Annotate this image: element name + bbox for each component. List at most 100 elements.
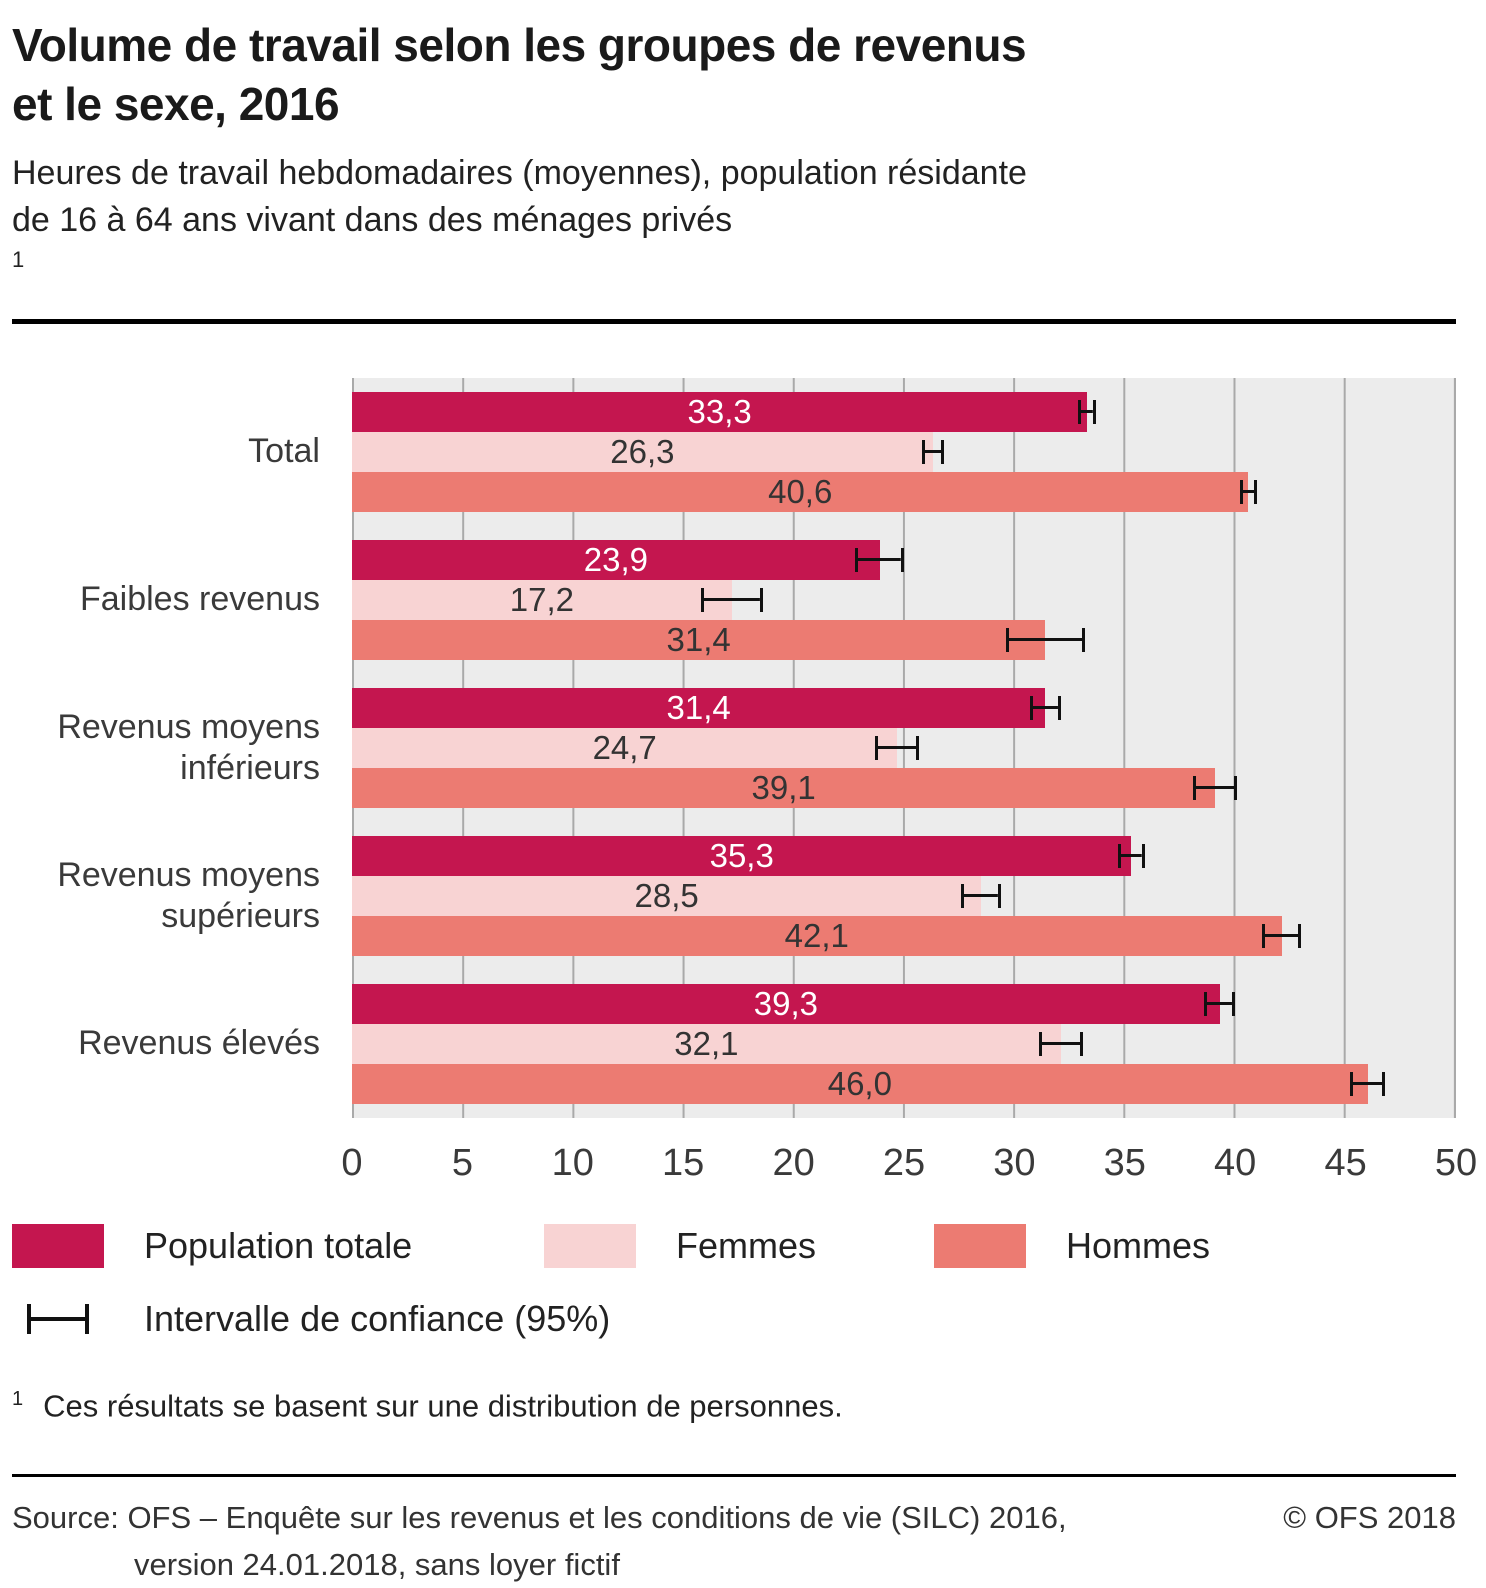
hommes-swatch-icon: [934, 1223, 1026, 1268]
bar-hommes: 31,4: [352, 619, 1046, 660]
bar-population-totale: 23,9: [352, 539, 880, 580]
bar-row: 42,1: [352, 915, 1456, 956]
legend-label-confidence-interval: Intervalle de confiance (95%): [144, 1297, 611, 1339]
error-bar: [1005, 627, 1086, 652]
bar-row: 39,3: [352, 983, 1456, 1024]
bar-row: 28,5: [352, 875, 1456, 916]
x-axis-tick: 15: [662, 1141, 705, 1184]
source-line1: Source: OFS – Enquête sur les revenus et…: [12, 1500, 1067, 1536]
population-totale-swatch-icon: [12, 1223, 104, 1268]
chart-subtitle: Heures de travail hebdomadaires (moyenne…: [12, 150, 1456, 293]
bar-row: 35,3: [352, 835, 1456, 876]
x-axis-tick: 35: [1103, 1141, 1146, 1184]
error-bar: [700, 587, 763, 612]
bar-group: Revenus moyens inférieurs 31,4 24,7 39,1: [12, 674, 1456, 822]
category-label: Faibles revenus: [79, 580, 320, 619]
bar-row: 31,4: [352, 619, 1456, 660]
footnote-marker-bottom: 1: [12, 1387, 24, 1410]
value-label: 40,6: [768, 472, 833, 510]
x-axis-tick: 40: [1214, 1141, 1257, 1184]
bar-femmes: 24,7: [352, 727, 898, 768]
value-label: 35,3: [709, 836, 774, 874]
error-bar: [961, 883, 1002, 908]
source-line2: version 24.01.2018, sans loyer fictif: [134, 1546, 620, 1582]
page: Volume de travail selon les groupes de r…: [12, 16, 1477, 1582]
x-axis-tick: 30: [993, 1141, 1036, 1184]
bar-row: 17,2: [352, 579, 1456, 620]
bar-group: Faibles revenus 23,9 17,2 31,4: [12, 526, 1456, 674]
error-bar: [1118, 843, 1145, 868]
bar-row: 31,4: [352, 687, 1456, 728]
footnote-text: Ces résultats se basent sur une distribu…: [43, 1388, 843, 1424]
bar-stack: 23,9 17,2 31,4: [352, 539, 1456, 660]
bar-population-totale: 31,4: [352, 687, 1046, 728]
value-label: 23,9: [583, 540, 648, 578]
legend-row-ci: Intervalle de confiance (95%): [12, 1298, 1456, 1340]
legend-label-population-totale: Population totale: [144, 1224, 413, 1266]
error-bar: [1239, 479, 1258, 504]
bar-femmes: 17,2: [352, 579, 732, 620]
error-bar: [1029, 695, 1061, 720]
legend-item-hommes: Hommes: [934, 1223, 1211, 1268]
legend-item-population-totale: Population totale: [12, 1223, 544, 1268]
footer-divider: [12, 1474, 1456, 1478]
bar-stack: 33,3 26,3 40,6: [352, 391, 1456, 512]
value-label: 39,1: [751, 768, 816, 806]
confidence-interval-icon: [12, 1303, 104, 1334]
error-bar: [875, 735, 920, 760]
x-axis-tick: 50: [1434, 1141, 1478, 1184]
femmes-swatch-icon: [544, 1223, 636, 1268]
chart-subtitle-line2: de 16 à 64 ans vivant dans des ménages p…: [12, 201, 733, 272]
bar-hommes: 39,1: [352, 767, 1216, 808]
value-label: 31,4: [666, 688, 731, 726]
error-bar: [1350, 1071, 1386, 1096]
value-label: 42,1: [784, 916, 849, 954]
error-bar: [1204, 991, 1236, 1016]
bar-stack: 35,3 28,5 42,1: [352, 835, 1456, 956]
bar-row: 26,3: [352, 431, 1456, 472]
value-label: 46,0: [827, 1064, 892, 1102]
bar-row: 39,1: [352, 767, 1456, 808]
chart-subtitle-line1: Heures de travail hebdomadaires (moyenne…: [12, 153, 1027, 192]
header-divider: [12, 318, 1456, 324]
bar-row: 23,9: [352, 539, 1456, 580]
error-bar: [1261, 923, 1302, 948]
bar-population-totale: 35,3: [352, 835, 1132, 876]
category-label: Revenus moyens supérieurs: [57, 856, 320, 935]
bar-femmes: 32,1: [352, 1023, 1061, 1064]
legend-row-series: Population totale Femmes Hommes: [12, 1223, 1456, 1268]
bar-row: 24,7: [352, 727, 1456, 768]
x-axis: 0 5 10 15 20 25 30 35 40 45 50: [341, 1128, 1477, 1198]
error-bar: [921, 439, 944, 464]
copyright: © OFS 2018: [1283, 1500, 1456, 1536]
plot-rows: Total 33,3 26,3 40,6 Faibles revenus 23,9 17,2…: [12, 378, 1456, 1118]
bar-row: 46,0: [352, 1063, 1456, 1104]
bar-group: Revenus élevés 39,3 32,1 46,0: [12, 970, 1456, 1118]
category-label: Total: [248, 432, 320, 471]
error-bar: [1038, 1031, 1083, 1056]
bar-row: 33,3: [352, 391, 1456, 432]
x-axis-tick: 5: [451, 1141, 473, 1184]
category-label: Revenus élevés: [78, 1024, 320, 1063]
value-label: 17,2: [509, 580, 574, 618]
legend: Population totale Femmes Hommes Interval…: [12, 1223, 1456, 1340]
bar-group: Revenus moyens supérieurs 35,3 28,5 42,1: [12, 822, 1456, 970]
footnote: 1 Ces résultats se basent sur une distrib…: [12, 1388, 1456, 1424]
x-axis-tick: 20: [772, 1141, 815, 1184]
bar-group: Total 33,3 26,3 40,6: [12, 378, 1456, 526]
x-axis-tick: 0: [341, 1141, 363, 1184]
bar-population-totale: 39,3: [352, 983, 1220, 1024]
error-bar: [855, 547, 904, 572]
error-bar: [1078, 399, 1097, 424]
bar-stack: 39,3 32,1 46,0: [352, 983, 1456, 1104]
x-axis-tick: 10: [551, 1141, 594, 1184]
value-label: 39,3: [753, 984, 818, 1022]
value-label: 28,5: [634, 876, 699, 914]
value-label: 26,3: [610, 432, 675, 470]
chart-title: Volume de travail selon les groupes de r…: [12, 16, 1456, 134]
chart-title-line1: Volume de travail selon les groupes de r…: [12, 19, 1027, 71]
legend-item-femmes: Femmes: [544, 1223, 934, 1268]
value-label: 31,4: [666, 620, 731, 658]
bar-population-totale: 33,3: [352, 391, 1088, 432]
legend-label-hommes: Hommes: [1066, 1224, 1211, 1266]
